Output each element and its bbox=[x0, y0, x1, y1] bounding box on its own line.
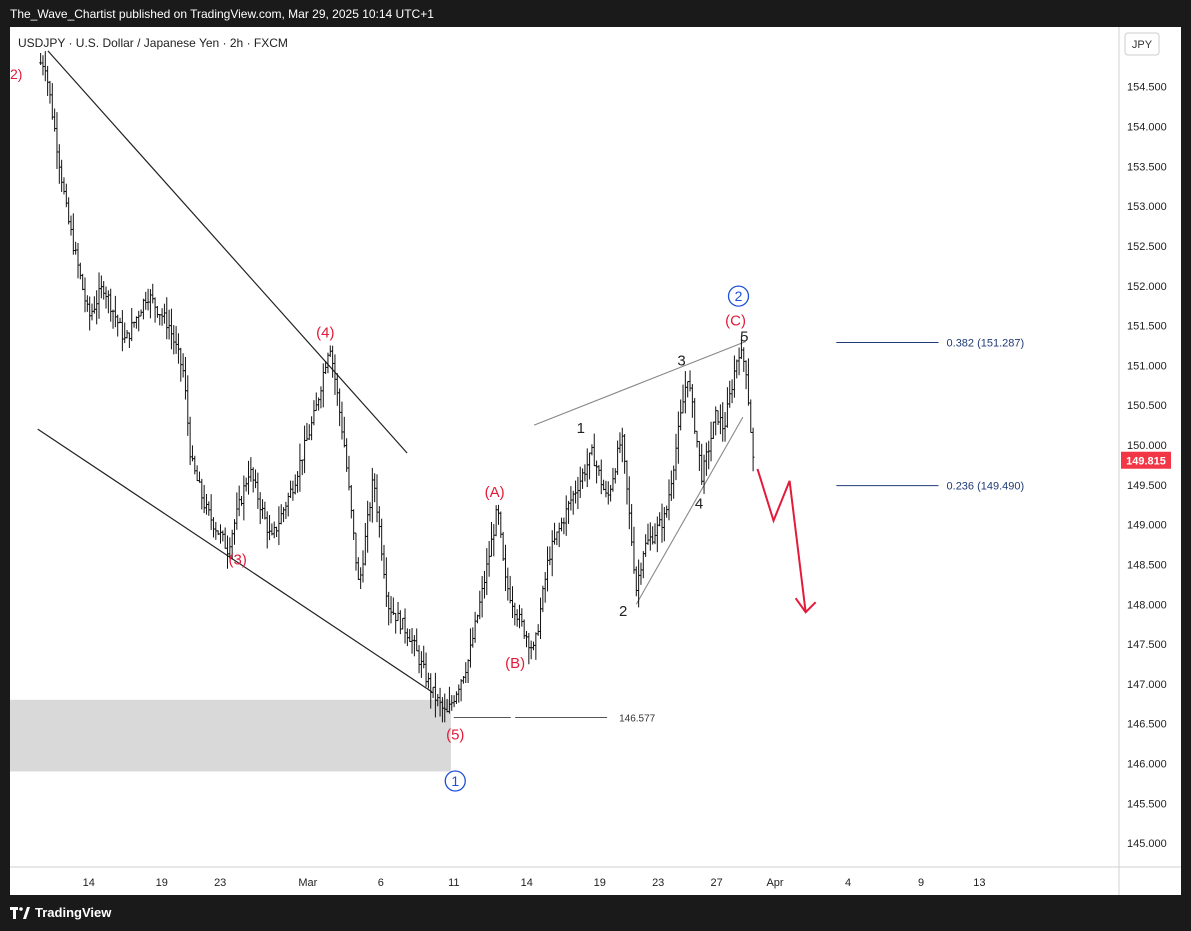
tradingview-logo-icon bbox=[10, 906, 30, 919]
y-tick-label: 154.500 bbox=[1127, 82, 1167, 94]
currency-label: JPY bbox=[1132, 39, 1153, 51]
y-tick-label: 146.500 bbox=[1127, 719, 1167, 731]
y-tick-label: 151.500 bbox=[1127, 321, 1167, 333]
y-tick-label: 145.500 bbox=[1127, 798, 1167, 810]
channel-line-1 bbox=[47, 50, 408, 454]
circled-wave-label: 2 bbox=[727, 285, 750, 307]
x-tick-label: 13 bbox=[973, 877, 985, 889]
y-tick-label: 150.000 bbox=[1127, 440, 1167, 452]
partial-wave-label: 2) bbox=[10, 66, 22, 82]
y-tick-label: 149.000 bbox=[1127, 520, 1167, 532]
y-tick-label: 154.000 bbox=[1127, 122, 1167, 134]
candle bbox=[751, 427, 755, 472]
x-tick-label: 23 bbox=[214, 877, 226, 889]
footer-bar: TradingView bbox=[0, 895, 1191, 931]
channel-line-2 bbox=[37, 428, 433, 693]
y-tick-label: 148.500 bbox=[1127, 559, 1167, 571]
wave-label: 2 bbox=[619, 603, 627, 620]
y-tick-label: 149.500 bbox=[1127, 480, 1167, 492]
wave-label: 1 bbox=[577, 420, 585, 437]
last-price-label: 149.815 bbox=[1126, 456, 1166, 468]
y-tick-label: 146.000 bbox=[1127, 758, 1167, 770]
diagonal-line-2 bbox=[635, 416, 744, 605]
diagonal-line-1 bbox=[533, 340, 747, 426]
projection-path bbox=[756, 468, 807, 613]
y-tick-label: 147.500 bbox=[1127, 639, 1167, 651]
y-tick-label: 152.000 bbox=[1127, 281, 1167, 293]
x-tick-label: 4 bbox=[845, 877, 851, 889]
y-tick-label: 151.000 bbox=[1127, 360, 1167, 372]
wave-label: 5 bbox=[740, 329, 748, 346]
tradingview-brand: TradingView bbox=[35, 905, 112, 920]
circled-wave-label: 1 bbox=[444, 770, 466, 792]
price-chart[interactable]: 146.577 0.382 (151.287) 0.236 (149.490) (3)… bbox=[10, 27, 1181, 895]
publish-line: The_Wave_Chartist published on TradingVi… bbox=[10, 7, 434, 21]
wave-label: 3 bbox=[677, 352, 685, 369]
x-tick-label: 23 bbox=[652, 877, 664, 889]
wave-circle-text: 2 bbox=[735, 288, 743, 304]
y-tick-label: 153.000 bbox=[1127, 201, 1167, 213]
support-zone bbox=[10, 699, 451, 772]
wave-circle bbox=[727, 285, 750, 307]
y-tick-label: 153.500 bbox=[1127, 161, 1167, 173]
last-price-badge bbox=[1121, 451, 1171, 469]
tradingview-logo[interactable]: TradingView bbox=[10, 905, 111, 920]
x-tick-label: 19 bbox=[156, 877, 168, 889]
wave-label: (3) bbox=[229, 551, 247, 568]
x-tick-label: Mar bbox=[298, 877, 317, 889]
chart-title: USDJPY · U.S. Dollar / Japanese Yen · 2h… bbox=[18, 36, 288, 50]
wave-circle-text: 1 bbox=[451, 773, 459, 789]
x-tick-label: 11 bbox=[448, 877, 459, 889]
x-tick-label: 9 bbox=[918, 877, 924, 889]
level-label: 146.577 bbox=[619, 714, 656, 725]
x-tick-label: 14 bbox=[83, 877, 95, 889]
fib-label: 0.382 (151.287) bbox=[947, 338, 1025, 350]
chart-panel[interactable]: 146.577 0.382 (151.287) 0.236 (149.490) (3)… bbox=[10, 27, 1181, 895]
y-tick-label: 152.500 bbox=[1127, 241, 1167, 253]
wave-label: (A) bbox=[485, 484, 505, 501]
wave-label: (B) bbox=[505, 655, 525, 672]
x-tick-label: 27 bbox=[710, 877, 722, 889]
currency-box[interactable] bbox=[1124, 32, 1160, 56]
y-tick-label: 150.500 bbox=[1127, 400, 1167, 412]
projection-arrowhead bbox=[794, 597, 817, 614]
fib-label: 0.236 (149.490) bbox=[947, 481, 1025, 493]
x-tick-label: 14 bbox=[521, 877, 533, 889]
y-tick-label: 147.000 bbox=[1127, 679, 1167, 691]
wave-label: 4 bbox=[695, 496, 703, 513]
x-tick-label: 6 bbox=[378, 877, 384, 889]
wave-label: (4) bbox=[316, 325, 334, 342]
x-tick-label: 19 bbox=[594, 877, 606, 889]
candle-series bbox=[39, 51, 755, 723]
y-tick-label: 145.000 bbox=[1127, 838, 1167, 850]
wave-label: (5) bbox=[446, 727, 464, 744]
y-tick-label: 148.000 bbox=[1127, 599, 1167, 611]
publish-bar: The_Wave_Chartist published on TradingVi… bbox=[0, 0, 1191, 27]
wave-label: (C) bbox=[725, 313, 746, 330]
wave-circle bbox=[444, 770, 466, 792]
x-tick-label: Apr bbox=[766, 877, 783, 889]
